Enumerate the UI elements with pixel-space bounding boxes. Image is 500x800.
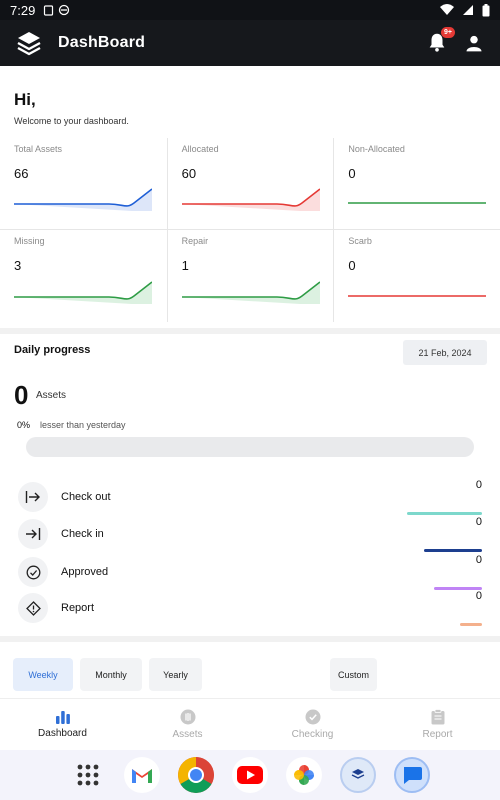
nav-dashboard[interactable]: Dashboard — [0, 699, 125, 750]
stat-value: 66 — [14, 166, 29, 181]
stat-card-total-assets[interactable]: Total Assets 66 — [0, 138, 167, 230]
battery-icon — [482, 3, 490, 16]
sparkline — [348, 202, 487, 204]
layers-logo-icon[interactable] — [16, 30, 42, 56]
check-circle-icon — [305, 709, 320, 725]
status-time: 7:29 — [10, 2, 36, 18]
checkin-icon — [18, 519, 48, 549]
daily-progress-bar — [26, 437, 474, 457]
wifi-icon — [440, 4, 454, 15]
greeting-subtitle: Welcome to your dashboard. — [14, 116, 129, 126]
photos-icon[interactable] — [286, 757, 322, 793]
signal-icon — [463, 5, 473, 15]
status-bar: 7:29 — [0, 0, 500, 20]
stat-value: 0 — [348, 258, 356, 273]
activity-value: 0 — [475, 516, 482, 528]
approved-icon — [18, 557, 48, 587]
sparkline — [181, 281, 320, 304]
gmail-icon[interactable] — [124, 757, 160, 793]
stats-grid: Total Assets 66 Allocated 60 Non-Allocat… — [0, 138, 500, 322]
stat-card-non-allocated[interactable]: Non-Allocated 0 — [333, 138, 500, 230]
nav-label: Assets — [172, 729, 203, 740]
activity-value: 0 — [475, 554, 482, 566]
stat-label: Missing — [14, 236, 45, 246]
chrome-icon[interactable] — [178, 757, 214, 793]
checkout-icon — [18, 482, 48, 512]
activity-row-check-out[interactable]: Check out 0 — [18, 479, 482, 515]
sparkline — [181, 188, 320, 211]
report-icon — [18, 593, 48, 623]
notifications-button[interactable]: 9+ — [426, 27, 455, 55]
app-drawer-icon[interactable] — [70, 757, 106, 793]
activity-label: Approved — [61, 566, 109, 578]
greeting: Hi, Welcome to your dashboard. — [14, 90, 129, 126]
sparkline — [14, 188, 152, 211]
activity-label: Report — [61, 602, 95, 614]
daily-progress-title: Daily progress — [14, 344, 91, 356]
stat-label: Repair — [181, 236, 209, 246]
stat-label: Allocated — [181, 144, 219, 154]
section-divider — [0, 636, 500, 642]
daily-count: 0 — [14, 380, 29, 410]
stat-card-missing[interactable]: Missing 3 — [0, 230, 167, 322]
filter-weekly-button[interactable]: Weekly — [13, 658, 73, 691]
stat-value: 3 — [14, 258, 22, 273]
activity-value: 0 — [475, 590, 482, 602]
stat-card-repair[interactable]: Repair 1 — [166, 230, 334, 322]
sparkline — [348, 295, 487, 297]
stat-label: Total Assets — [14, 144, 63, 154]
activity-row-report[interactable]: Report 0 — [18, 590, 482, 626]
notification-badge: 9+ — [441, 27, 455, 38]
greeting-title: Hi, — [14, 90, 36, 109]
activity-bar — [460, 623, 482, 626]
stat-value: 0 — [348, 166, 356, 181]
bell-icon — [429, 33, 445, 52]
activity-bar — [407, 512, 482, 515]
bottom-nav: Dashboard Assets Checking Report — [0, 698, 500, 750]
youtube-icon[interactable] — [232, 757, 268, 793]
bar-chart-icon — [55, 711, 70, 724]
stat-value: 1 — [181, 258, 189, 273]
section-divider — [0, 328, 500, 334]
stat-card-allocated[interactable]: Allocated 60 — [166, 138, 334, 230]
sim-icon — [44, 4, 54, 16]
app-title: DashBoard — [58, 34, 146, 51]
profile-icon[interactable] — [464, 33, 484, 53]
messages-icon[interactable] — [394, 757, 430, 793]
stat-label: Non-Allocated — [348, 144, 405, 154]
stat-value: 60 — [181, 166, 197, 181]
activity-bar — [434, 587, 482, 590]
sync-icon — [59, 4, 70, 16]
filter-yearly-button[interactable]: Yearly — [149, 658, 202, 691]
activity-bar — [424, 549, 482, 552]
activity-value: 0 — [475, 479, 482, 491]
android-dock — [0, 750, 500, 800]
nav-label: Checking — [291, 729, 334, 740]
app-bar: DashBoard 9+ — [0, 20, 500, 66]
nav-checking[interactable]: Checking — [250, 699, 375, 750]
daily-percent-label: lesser than yesterday — [40, 420, 126, 430]
assets-icon — [180, 709, 195, 725]
daily-percent: 0% — [17, 420, 31, 430]
activity-label: Check out — [61, 491, 111, 503]
sparkline — [14, 281, 152, 304]
filter-custom-button[interactable]: Custom — [330, 658, 377, 691]
nav-assets[interactable]: Assets — [125, 699, 250, 750]
activity-row-approved[interactable]: Approved 0 — [18, 554, 482, 590]
stat-card-scarb[interactable]: Scarb 0 — [333, 230, 500, 322]
nav-report[interactable]: Report — [375, 699, 500, 750]
asset-app-icon[interactable] — [340, 757, 376, 793]
nav-label: Report — [422, 729, 453, 740]
daily-count-unit: Assets — [36, 390, 67, 401]
nav-label: Dashboard — [38, 728, 87, 739]
clipboard-icon — [431, 709, 444, 725]
stat-label: Scarb — [348, 236, 372, 246]
date-picker-button[interactable]: 21 Feb, 2024 — [403, 340, 487, 365]
activity-label: Check in — [61, 528, 104, 540]
activity-row-check-in[interactable]: Check in 0 — [18, 516, 482, 552]
filter-monthly-button[interactable]: Monthly — [80, 658, 142, 691]
